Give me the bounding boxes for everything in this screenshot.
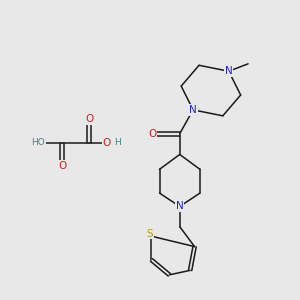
Text: N: N xyxy=(189,105,197,115)
Text: O: O xyxy=(85,114,93,124)
Text: N: N xyxy=(176,202,184,212)
Text: HO: HO xyxy=(32,138,45,147)
Text: H: H xyxy=(115,138,121,147)
Text: O: O xyxy=(148,129,157,139)
Text: N: N xyxy=(225,66,232,76)
Text: O: O xyxy=(58,161,66,171)
Text: O: O xyxy=(103,138,111,148)
Text: S: S xyxy=(147,229,153,239)
